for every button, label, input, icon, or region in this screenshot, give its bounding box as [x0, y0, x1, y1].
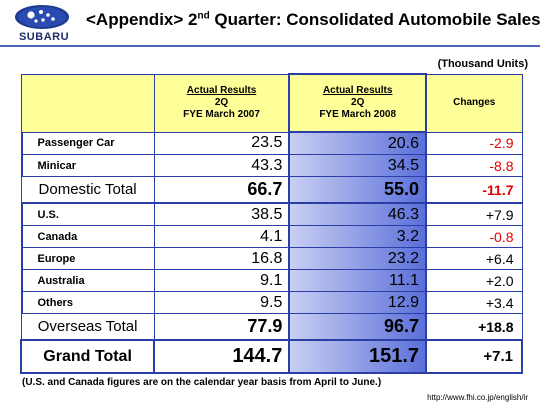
- value-change: -11.7: [425, 176, 523, 204]
- domestic-total-row: Domestic Total 66.7 55.0 -11.7: [20, 176, 523, 204]
- value-2007: 4.1: [153, 225, 290, 248]
- value-change: -2.9: [425, 131, 523, 155]
- ir-url: http://www.fhi.co.jp/english/ir: [427, 393, 528, 402]
- value-2008: 20.6: [288, 131, 428, 155]
- value-2008: 151.7: [288, 339, 428, 374]
- table-row: Passenger Car 23.5 20.6 -2.9: [20, 131, 523, 155]
- units-label: (Thousand Units): [437, 58, 528, 70]
- value-change: +3.4: [425, 291, 523, 314]
- value-change: -8.8: [425, 154, 523, 177]
- value-2007: 66.7: [153, 176, 290, 204]
- value-change: +2.0: [425, 269, 523, 292]
- value-2007: 23.5: [153, 131, 290, 155]
- value-2007: 77.9: [153, 313, 290, 341]
- value-2007: 144.7: [153, 339, 291, 374]
- value-2007: 38.5: [153, 202, 290, 226]
- value-change: +18.8: [425, 313, 523, 341]
- footnote: (U.S. and Canada figures are on the cale…: [22, 377, 382, 388]
- table-row: Europe 16.8 23.2 +6.4: [20, 247, 523, 270]
- pleiades-logo-icon: [15, 5, 69, 29]
- value-change: +7.9: [425, 202, 523, 226]
- value-change: +6.4: [425, 247, 523, 270]
- value-2008: 12.9: [288, 291, 428, 314]
- row-label: Overseas Total: [20, 313, 155, 341]
- table-row: Canada 4.1 3.2 -0.8: [20, 225, 523, 248]
- row-label: Minicar: [20, 154, 155, 177]
- overseas-total-row: Overseas Total 77.9 96.7 +18.8: [20, 313, 523, 341]
- page-title: <Appendix> 2nd Quarter: Consolidated Aut…: [86, 10, 540, 29]
- header-fye2008: Actual Results 2Q FYE March 2008: [288, 73, 428, 133]
- value-2007: 16.8: [153, 247, 290, 270]
- value-2008: 34.5: [288, 154, 428, 177]
- header-fye2007: Actual Results 2Q FYE March 2007: [153, 73, 290, 133]
- value-2008: 55.0: [288, 176, 428, 204]
- table-row: Minicar 43.3 34.5 -8.8: [20, 154, 523, 177]
- value-2008: 23.2: [288, 247, 428, 270]
- sales-table: Actual Results 2Q FYE March 2007 Actual …: [19, 73, 523, 374]
- value-2008: 46.3: [288, 202, 428, 226]
- value-2007: 43.3: [153, 154, 290, 177]
- row-label: Passenger Car: [20, 131, 155, 155]
- header-divider: [0, 45, 540, 47]
- row-label: Europe: [20, 247, 155, 270]
- row-label: Others: [20, 291, 155, 314]
- value-change: -0.8: [425, 225, 523, 248]
- value-2008: 3.2: [288, 225, 428, 248]
- grand-total-row: Grand Total 144.7 151.7 +7.1: [19, 339, 523, 374]
- header-empty-cell: [20, 73, 155, 133]
- table-row: U.S. 38.5 46.3 +7.9: [20, 202, 523, 226]
- value-2007: 9.5: [153, 291, 290, 314]
- value-change: +7.1: [425, 339, 523, 374]
- slide-header: SUBARU <Appendix> 2nd Quarter: Consolida…: [0, 0, 540, 46]
- table-header-row: Actual Results 2Q FYE March 2007 Actual …: [20, 73, 523, 133]
- row-label: Canada: [20, 225, 155, 248]
- value-2008: 96.7: [288, 313, 428, 341]
- value-2007: 9.1: [153, 269, 290, 292]
- table-row: Others 9.5 12.9 +3.4: [20, 291, 523, 314]
- row-label: Domestic Total: [20, 176, 155, 204]
- row-label: Australia: [20, 269, 155, 292]
- row-label: U.S.: [20, 202, 155, 226]
- subaru-logo: SUBARU: [6, 4, 80, 44]
- table-row: Australia 9.1 11.1 +2.0: [20, 269, 523, 292]
- brand-name: SUBARU: [18, 31, 70, 43]
- header-changes: Changes: [425, 73, 523, 133]
- value-2008: 11.1: [288, 269, 428, 292]
- row-label: Grand Total: [19, 339, 156, 374]
